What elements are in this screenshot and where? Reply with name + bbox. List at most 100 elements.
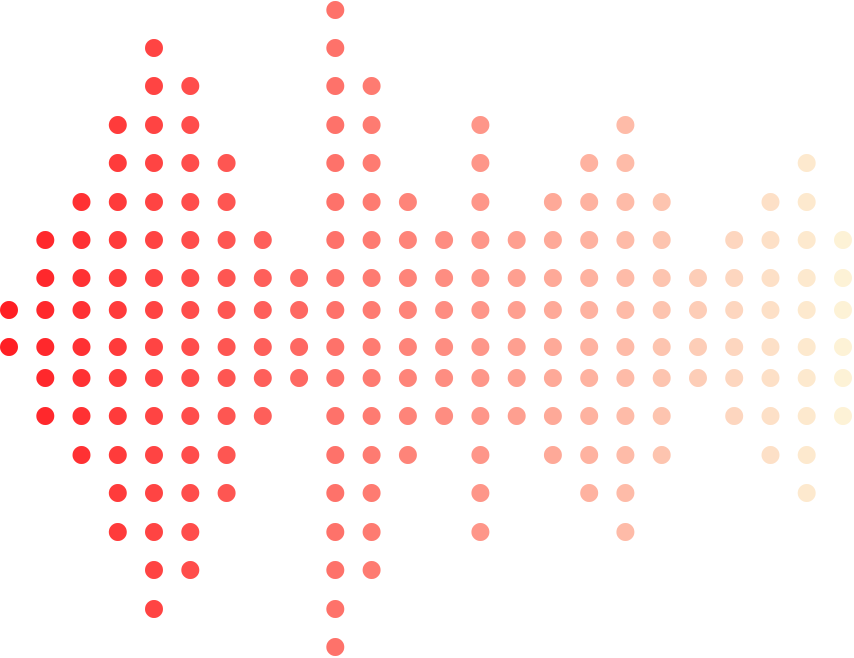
wave-column xyxy=(36,231,55,425)
wave-dot xyxy=(580,407,599,425)
wave-dot xyxy=(797,338,816,356)
wave-dot xyxy=(72,231,91,249)
wave-dot xyxy=(145,154,163,172)
wave-dot xyxy=(652,269,671,287)
wave-dot xyxy=(797,407,816,425)
wave-column xyxy=(253,231,272,425)
wave-dot xyxy=(725,407,744,425)
wave-dot xyxy=(181,77,200,95)
wave-dot xyxy=(834,269,852,287)
wave-dot xyxy=(580,446,599,464)
wave-dot xyxy=(145,523,163,541)
wave-dot xyxy=(398,231,417,249)
wave-dot xyxy=(616,407,635,425)
wave-dot xyxy=(471,116,490,134)
wave-column xyxy=(217,154,236,502)
wave-dot xyxy=(145,193,163,211)
wave-dot xyxy=(725,338,744,356)
wave-dot xyxy=(108,116,127,134)
wave-dot xyxy=(507,301,526,319)
wave-dot xyxy=(616,484,635,502)
wave-column xyxy=(290,269,309,387)
wave-dot xyxy=(616,301,635,319)
wave-dot xyxy=(616,369,635,387)
wave-column xyxy=(108,116,127,541)
wave-dot xyxy=(471,369,490,387)
wave-dot xyxy=(108,369,127,387)
wave-column xyxy=(616,116,635,541)
wave-dot xyxy=(181,484,200,502)
wave-dot xyxy=(36,269,55,287)
wave-dot xyxy=(0,338,18,356)
wave-dot xyxy=(362,446,381,464)
wave-dot xyxy=(543,446,562,464)
wave-column xyxy=(362,77,381,579)
wave-dot xyxy=(181,231,200,249)
wave-dot xyxy=(761,231,780,249)
wave-dot xyxy=(145,600,163,618)
wave-dot xyxy=(326,269,345,287)
wave-dot xyxy=(326,77,345,95)
wave-dot xyxy=(471,154,490,172)
wave-dot xyxy=(145,446,163,464)
wave-dot xyxy=(834,301,852,319)
wave-dot xyxy=(471,523,490,541)
wave-column xyxy=(580,154,599,502)
wave-dot xyxy=(725,269,744,287)
wave-dot xyxy=(435,269,454,287)
wave-dot xyxy=(834,369,852,387)
wave-column xyxy=(145,39,163,618)
wave-column xyxy=(181,77,200,579)
wave-dot xyxy=(362,116,381,134)
wave-dot xyxy=(326,600,345,618)
wave-dot xyxy=(181,407,200,425)
wave-dot xyxy=(797,369,816,387)
wave-dot xyxy=(580,338,599,356)
wave-dot xyxy=(326,638,345,656)
wave-column xyxy=(797,154,816,502)
wave-dot xyxy=(108,484,127,502)
wave-dot xyxy=(108,446,127,464)
wave-dot xyxy=(181,369,200,387)
wave-dot xyxy=(435,338,454,356)
wave-dot xyxy=(652,231,671,249)
wave-dot xyxy=(217,484,236,502)
wave-dot xyxy=(362,231,381,249)
wave-dot xyxy=(253,301,272,319)
wave-dot xyxy=(362,193,381,211)
wave-dot xyxy=(689,338,707,356)
wave-dot xyxy=(181,193,200,211)
wave-dot xyxy=(181,269,200,287)
wave-dot xyxy=(471,231,490,249)
wave-dot xyxy=(398,269,417,287)
wave-dot xyxy=(217,193,236,211)
wave-dot xyxy=(326,369,345,387)
wave-dot xyxy=(725,231,744,249)
wave-dot xyxy=(543,193,562,211)
wave-dot xyxy=(72,269,91,287)
wave-dot xyxy=(797,193,816,211)
wave-dot xyxy=(580,369,599,387)
wave-column xyxy=(398,193,417,464)
wave-dot xyxy=(471,269,490,287)
wave-dot xyxy=(362,484,381,502)
wave-dot xyxy=(580,269,599,287)
wave-dot xyxy=(145,77,163,95)
wave-dot xyxy=(36,231,55,249)
wave-dot xyxy=(761,446,780,464)
wave-dot xyxy=(326,116,345,134)
wave-dot xyxy=(217,154,236,172)
wave-dot xyxy=(108,231,127,249)
wave-dot xyxy=(580,231,599,249)
wave-dot xyxy=(290,338,309,356)
wave-dot xyxy=(652,338,671,356)
wave-dot xyxy=(362,407,381,425)
wave-dot xyxy=(616,446,635,464)
wave-dot xyxy=(72,301,91,319)
wave-dot xyxy=(145,561,163,579)
wave-dot xyxy=(326,154,345,172)
wave-column xyxy=(435,231,454,425)
wave-dot xyxy=(797,484,816,502)
wave-dot xyxy=(834,338,852,356)
wave-dot xyxy=(72,338,91,356)
